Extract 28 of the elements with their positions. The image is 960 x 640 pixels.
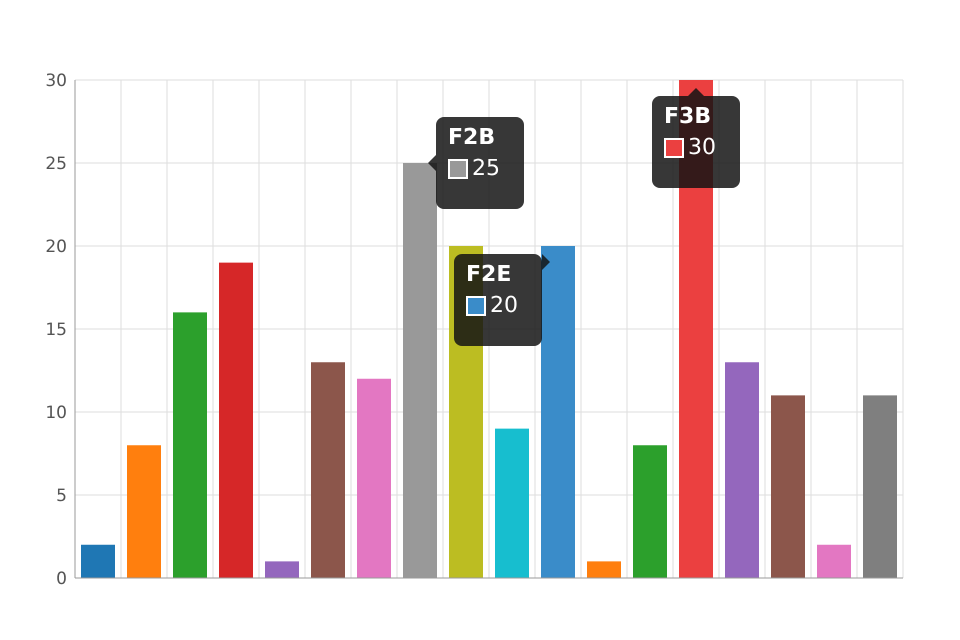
bar [173, 312, 207, 578]
bar [219, 262, 253, 578]
annotation: 25 [472, 156, 500, 181]
bar [495, 428, 529, 578]
bar [127, 445, 161, 578]
y-tick-label: 20 [45, 237, 67, 258]
y-tick-label: 15 [45, 320, 67, 340]
annotation: F3B [664, 104, 712, 129]
annotation: F2E [466, 262, 512, 287]
bar [587, 561, 621, 578]
bar [311, 362, 345, 578]
y-tick-label: 0 [56, 569, 67, 590]
bar [771, 395, 805, 578]
y-tick-label: 25 [45, 154, 67, 174]
annotation: 30 [688, 135, 716, 160]
annotation: F2B [448, 125, 496, 150]
bar [817, 544, 851, 578]
y-tick-label: 5 [56, 486, 67, 506]
bar [541, 246, 575, 578]
bar [357, 378, 391, 578]
annotation: 20 [490, 293, 518, 318]
y-tick-label: 10 [45, 403, 67, 424]
bar [81, 544, 115, 578]
bar [265, 561, 299, 578]
bar [725, 362, 759, 578]
bar [633, 445, 667, 578]
y-tick-label: 30 [45, 71, 67, 92]
bar [863, 395, 897, 578]
